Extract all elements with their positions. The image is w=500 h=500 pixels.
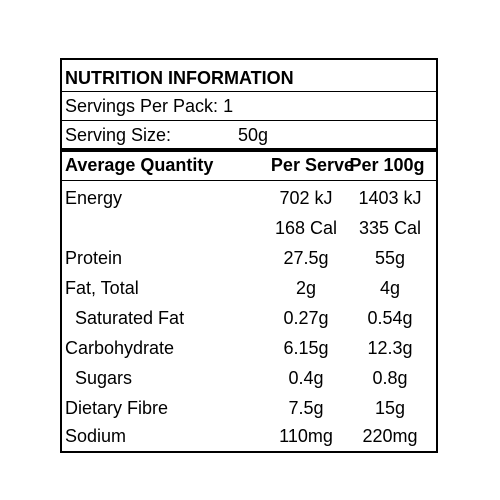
nutrient-per-serve: 0.27g: [283, 308, 329, 328]
nutrient-name: Energy: [65, 188, 123, 208]
nutrient-name: Sugars: [75, 368, 133, 388]
nutrient-per-serve: 7.5g: [288, 398, 324, 418]
serving-size-label: Serving Size:: [65, 125, 172, 145]
nutrient-per-serve: 168 Cal: [274, 218, 338, 238]
nutrient-name: Saturated Fat: [75, 308, 185, 328]
nutrient-row-protein: Protein 27.5g 55g: [62, 243, 436, 273]
nutrient-per-100g: 1403 kJ: [358, 188, 422, 208]
nutrient-row-carbohydrate: Carbohydrate 6.15g 12.3g: [62, 333, 436, 363]
nutrient-per-100g: 4g: [379, 278, 401, 298]
nutrient-per-100g: 55g: [374, 248, 406, 268]
servings-per-pack-text: Servings Per Pack: 1: [65, 96, 234, 116]
nutrient-row-fat-total: Fat, Total 2g 4g: [62, 273, 436, 303]
serving-size-row: Serving Size: 50g: [62, 120, 436, 150]
serving-size-value: 50g: [238, 125, 269, 145]
servings-per-pack-row: Servings Per Pack: 1: [62, 91, 436, 121]
panel-title: NUTRITION INFORMATION: [65, 68, 294, 88]
nutrient-per-serve: 702 kJ: [279, 188, 333, 208]
nutrient-row-sugars: Sugars 0.4g 0.8g: [62, 363, 436, 393]
column-header-per-serve: Per Serve: [270, 155, 354, 175]
nutrition-information-panel: NUTRITION INFORMATION Servings Per Pack:…: [60, 58, 438, 453]
nutrient-row-energy-cal: 168 Cal 335 Cal: [62, 213, 436, 243]
nutrient-name: Dietary Fibre: [65, 398, 169, 418]
nutrient-row-sodium: Sodium 110mg 220mg: [62, 421, 436, 451]
divider-thick-header: [62, 148, 436, 152]
divider-servings: [62, 120, 436, 121]
nutrient-per-100g: 12.3g: [367, 338, 413, 358]
nutrient-per-serve: 27.5g: [283, 248, 329, 268]
nutrient-per-serve: 2g: [295, 278, 317, 298]
nutrient-name: Sodium: [65, 426, 127, 446]
nutrient-per-100g: 335 Cal: [358, 218, 422, 238]
column-header-row: Average Quantity Per Serve Per 100g: [62, 150, 436, 180]
divider-title: [62, 91, 436, 92]
nutrient-per-serve: 110mg: [279, 426, 333, 446]
nutrient-row-energy-kj: Energy 702 kJ 1403 kJ: [62, 183, 436, 213]
nutrient-per-100g: 220mg: [362, 426, 418, 446]
nutrient-row-saturated-fat: Saturated Fat 0.27g 0.54g: [62, 303, 436, 333]
nutrient-per-100g: 0.8g: [372, 368, 408, 388]
nutrient-name: Fat, Total: [65, 278, 139, 298]
nutrient-per-serve: 6.15g: [283, 338, 329, 358]
column-header-per-100g: Per 100g: [349, 155, 425, 175]
nutrient-per-100g: 0.54g: [367, 308, 413, 328]
nutrient-per-100g: 15g: [374, 398, 406, 418]
nutrient-per-serve: 0.4g: [288, 368, 324, 388]
column-header-name: Average Quantity: [65, 155, 214, 175]
nutrient-name: Carbohydrate: [65, 338, 175, 358]
nutrient-row-dietary-fibre: Dietary Fibre 7.5g 15g: [62, 393, 436, 423]
panel-title-row: NUTRITION INFORMATION: [62, 63, 436, 93]
divider-header: [62, 180, 436, 181]
nutrient-name: Protein: [65, 248, 123, 268]
